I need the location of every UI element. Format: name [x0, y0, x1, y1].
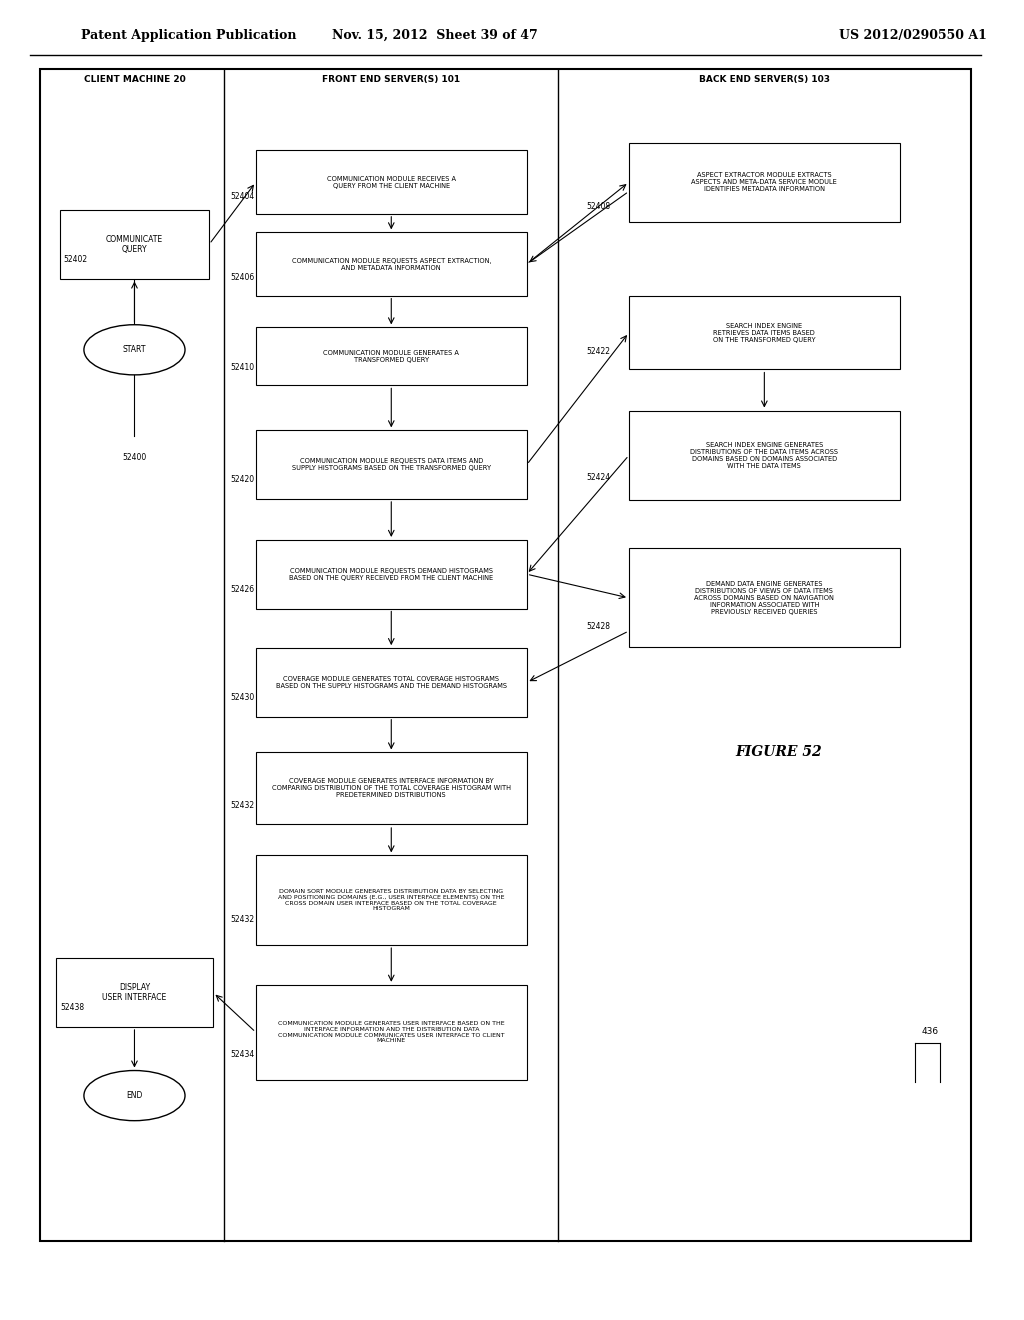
- FancyBboxPatch shape: [629, 296, 900, 368]
- FancyBboxPatch shape: [256, 150, 526, 214]
- Text: DISPLAY
USER INTERFACE: DISPLAY USER INTERFACE: [102, 983, 167, 1002]
- Text: COMMUNICATION MODULE RECEIVES A
QUERY FROM THE CLIENT MACHINE: COMMUNICATION MODULE RECEIVES A QUERY FR…: [327, 176, 456, 189]
- FancyBboxPatch shape: [56, 958, 213, 1027]
- Text: END: END: [126, 1092, 142, 1100]
- Text: Nov. 15, 2012  Sheet 39 of 47: Nov. 15, 2012 Sheet 39 of 47: [332, 29, 538, 42]
- Text: FIGURE 52: FIGURE 52: [735, 746, 822, 759]
- Text: FRONT END SERVER(S) 101: FRONT END SERVER(S) 101: [323, 75, 461, 84]
- Text: 52420: 52420: [230, 475, 255, 484]
- Text: 52432: 52432: [230, 915, 255, 924]
- Text: 52426: 52426: [230, 585, 255, 594]
- Text: SEARCH INDEX ENGINE
RETRIEVES DATA ITEMS BASED
ON THE TRANSFORMED QUERY: SEARCH INDEX ENGINE RETRIEVES DATA ITEMS…: [713, 322, 816, 343]
- FancyBboxPatch shape: [256, 540, 526, 609]
- FancyBboxPatch shape: [629, 549, 900, 647]
- FancyBboxPatch shape: [40, 69, 971, 1241]
- FancyBboxPatch shape: [256, 752, 526, 824]
- Text: 52438: 52438: [60, 1003, 85, 1012]
- FancyBboxPatch shape: [256, 232, 526, 296]
- Text: COMMUNICATION MODULE GENERATES USER INTERFACE BASED ON THE
INTERFACE INFORMATION: COMMUNICATION MODULE GENERATES USER INTE…: [278, 1022, 505, 1043]
- Text: 52406: 52406: [230, 273, 255, 282]
- Ellipse shape: [84, 1071, 185, 1121]
- FancyBboxPatch shape: [629, 411, 900, 500]
- Text: DOMAIN SORT MODULE GENERATES DISTRIBUTION DATA BY SELECTING
AND POSITIONING DOMA: DOMAIN SORT MODULE GENERATES DISTRIBUTIO…: [279, 890, 505, 911]
- Text: COMMUNICATION MODULE REQUESTS DATA ITEMS AND
SUPPLY HISTOGRAMS BASED ON THE TRAN: COMMUNICATION MODULE REQUESTS DATA ITEMS…: [292, 458, 490, 471]
- Text: Patent Application Publication: Patent Application Publication: [81, 29, 296, 42]
- Text: 52410: 52410: [230, 363, 255, 372]
- Text: ASPECT EXTRACTOR MODULE EXTRACTS
ASPECTS AND META-DATA SERVICE MODULE
IDENTIFIES: ASPECT EXTRACTOR MODULE EXTRACTS ASPECTS…: [691, 172, 838, 193]
- Text: 52428: 52428: [587, 622, 610, 631]
- Text: 436: 436: [922, 1027, 939, 1036]
- Ellipse shape: [84, 325, 185, 375]
- Text: COMMUNICATION MODULE REQUESTS DEMAND HISTOGRAMS
BASED ON THE QUERY RECEIVED FROM: COMMUNICATION MODULE REQUESTS DEMAND HIS…: [289, 568, 494, 581]
- FancyBboxPatch shape: [256, 430, 526, 499]
- Text: START: START: [123, 346, 146, 354]
- Text: COVERAGE MODULE GENERATES INTERFACE INFORMATION BY
COMPARING DISTRIBUTION OF THE: COVERAGE MODULE GENERATES INTERFACE INFO…: [271, 777, 511, 799]
- Text: COMMUNICATE
QUERY: COMMUNICATE QUERY: [105, 235, 163, 253]
- FancyBboxPatch shape: [256, 327, 526, 385]
- Text: CLIENT MACHINE 20: CLIENT MACHINE 20: [84, 75, 185, 84]
- Text: BACK END SERVER(S) 103: BACK END SERVER(S) 103: [698, 75, 829, 84]
- Text: 52402: 52402: [63, 255, 88, 264]
- Text: 52424: 52424: [587, 473, 610, 482]
- FancyBboxPatch shape: [629, 143, 900, 222]
- Text: 52400: 52400: [122, 453, 146, 462]
- Text: DEMAND DATA ENGINE GENERATES
DISTRIBUTIONS OF VIEWS OF DATA ITEMS
ACROSS DOMAINS: DEMAND DATA ENGINE GENERATES DISTRIBUTIO…: [694, 581, 835, 615]
- Text: 52422: 52422: [587, 347, 610, 356]
- Text: COVERAGE MODULE GENERATES TOTAL COVERAGE HISTOGRAMS
BASED ON THE SUPPLY HISTOGRA: COVERAGE MODULE GENERATES TOTAL COVERAGE…: [275, 676, 507, 689]
- Text: 52432: 52432: [230, 801, 255, 810]
- FancyBboxPatch shape: [256, 985, 526, 1080]
- Text: COMMUNICATION MODULE GENERATES A
TRANSFORMED QUERY: COMMUNICATION MODULE GENERATES A TRANSFO…: [324, 350, 459, 363]
- Text: SEARCH INDEX ENGINE GENERATES
DISTRIBUTIONS OF THE DATA ITEMS ACROSS
DOMAINS BAS: SEARCH INDEX ENGINE GENERATES DISTRIBUTI…: [690, 442, 839, 469]
- FancyBboxPatch shape: [256, 648, 526, 717]
- Text: 52408: 52408: [587, 202, 610, 211]
- FancyBboxPatch shape: [59, 210, 209, 279]
- FancyBboxPatch shape: [256, 855, 526, 945]
- Text: 52430: 52430: [230, 693, 255, 702]
- Text: 52404: 52404: [230, 191, 255, 201]
- Text: COMMUNICATION MODULE REQUESTS ASPECT EXTRACTION,
AND METADATA INFORMATION: COMMUNICATION MODULE REQUESTS ASPECT EXT…: [292, 257, 492, 271]
- Text: US 2012/0290550 A1: US 2012/0290550 A1: [839, 29, 987, 42]
- Text: 52434: 52434: [230, 1049, 255, 1059]
